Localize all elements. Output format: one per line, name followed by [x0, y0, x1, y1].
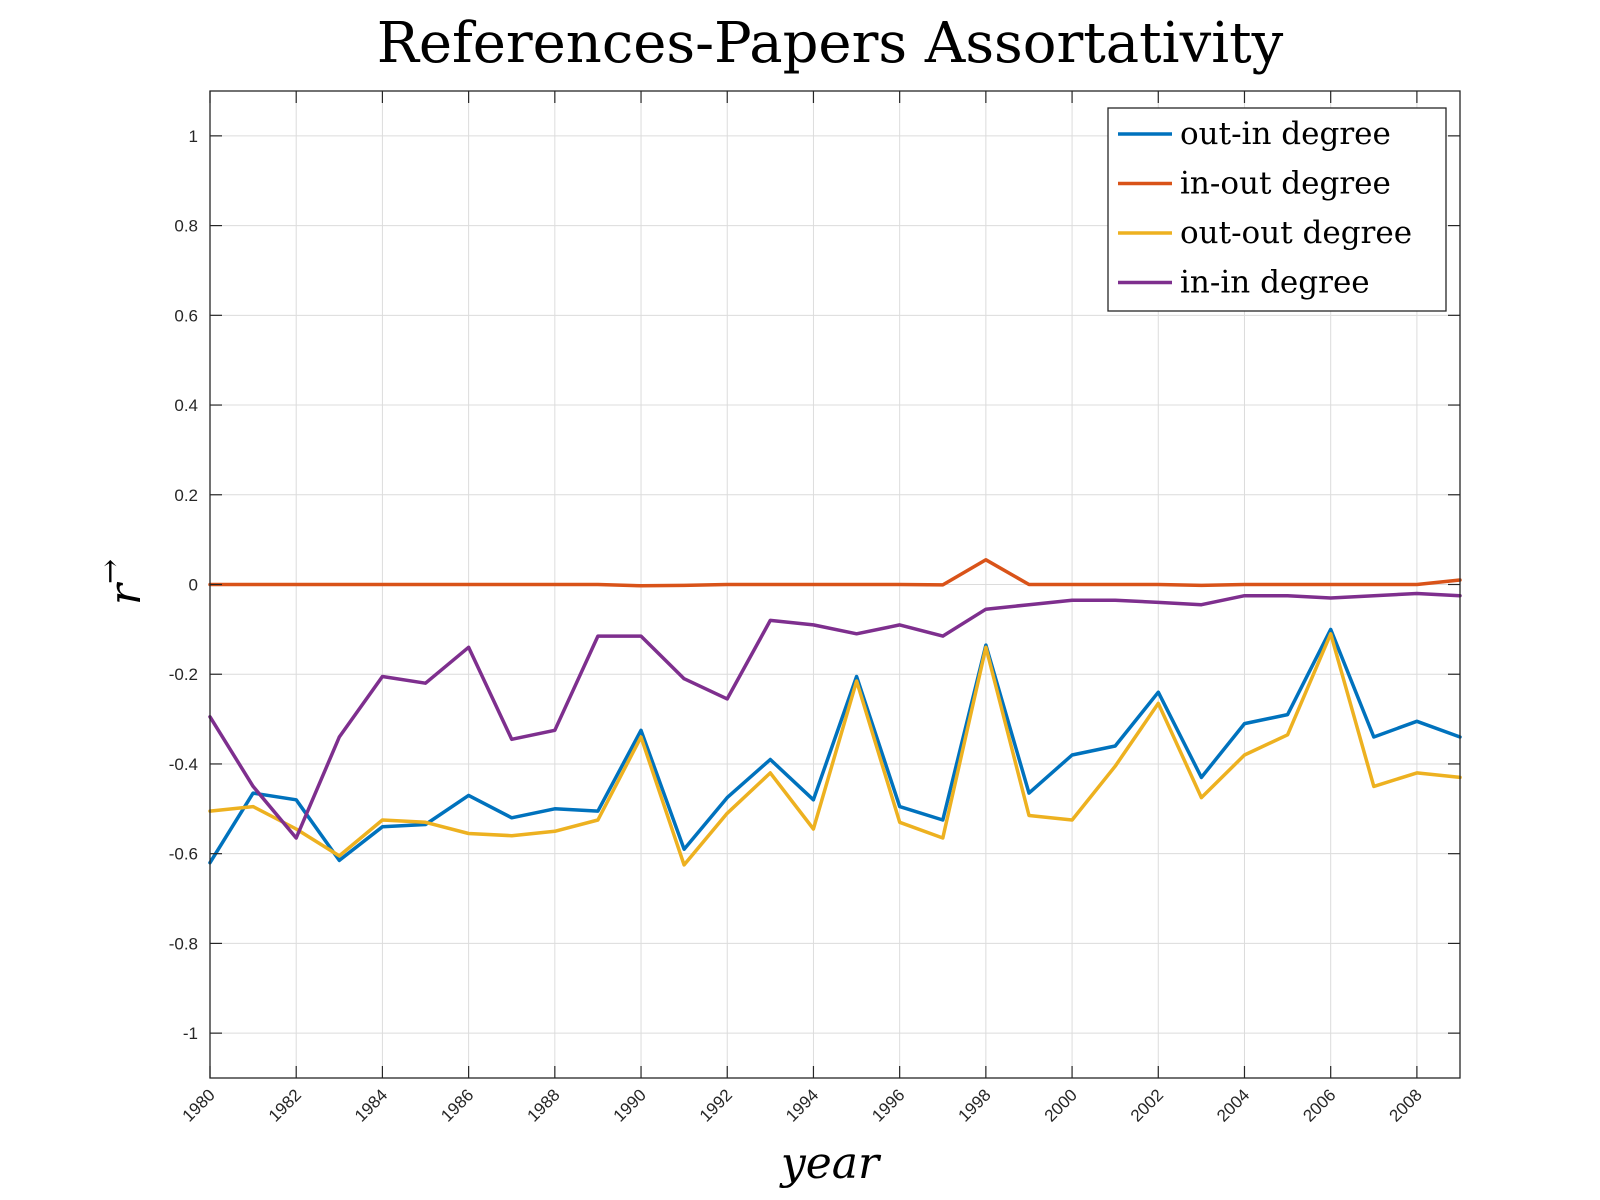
x-tick-label: 1986: [437, 1085, 477, 1125]
legend-entry-label: in-out degree: [1180, 166, 1391, 202]
y-tick-label: -0.4: [169, 755, 198, 774]
y-tick-label: -0.8: [169, 934, 198, 953]
x-tick-label: 1980: [179, 1085, 219, 1125]
x-tick-label: 1996: [868, 1085, 908, 1125]
x-tick-label: 1992: [696, 1085, 736, 1125]
axis-ticks: [209, 91, 1460, 1078]
y-tick-labels: 1 0.8 0.6 0.4 0.2 0 -0.2 -0.4 -0.6 -0.8 -1: [169, 127, 198, 1043]
x-tick-label: 1984: [351, 1085, 391, 1125]
y-tick-label: -1: [183, 1024, 198, 1043]
x-tick-label: 2006: [1299, 1085, 1339, 1125]
series-line-in-in-degree: [208, 591, 1462, 840]
x-tick-label: 1990: [610, 1085, 650, 1125]
series-line-in-out-degree: [208, 558, 1462, 588]
legend-entry-label: in-in degree: [1180, 265, 1370, 301]
y-tick-label: 0.8: [174, 217, 198, 236]
y-tick-label: 0.6: [174, 306, 198, 325]
legend-entry-label: out-in degree: [1180, 116, 1391, 152]
legend-entry-label: out-out degree: [1180, 215, 1412, 251]
x-tick-label: 1988: [523, 1085, 563, 1125]
x-axis-label: year: [779, 1138, 882, 1189]
y-tick-label: 0.2: [174, 486, 198, 505]
y-tick-label: 0: [189, 576, 198, 595]
x-tick-label: 1998: [955, 1085, 995, 1125]
series-line-out-out-degree: [208, 632, 1462, 867]
y-tick-label: 0.4: [174, 396, 198, 415]
y-axis-label-main: r: [100, 581, 151, 605]
x-tick-label: 2008: [1386, 1085, 1426, 1125]
y-tick-label: -0.6: [169, 845, 198, 864]
x-tick-label: 2004: [1213, 1085, 1253, 1125]
y-tick-label: -0.2: [169, 665, 198, 684]
x-tick-label: 1994: [782, 1085, 822, 1125]
y-tick-label: 1: [189, 127, 198, 146]
legend: out-in degree in-out degree out-out degree…: [1107, 107, 1447, 312]
series-line-out-in-degree: [208, 627, 1462, 865]
x-tick-label: 1982: [265, 1085, 305, 1125]
svg-text:r→: r→: [93, 559, 151, 605]
legend-box: [1107, 107, 1447, 312]
series-lines: [208, 558, 1462, 867]
x-tick-label: 2000: [1041, 1085, 1081, 1125]
chart-title: References-Papers Assortativity: [377, 11, 1284, 76]
y-axis-label-superscript: →: [93, 559, 128, 584]
x-tick-label: 2002: [1127, 1085, 1167, 1125]
x-tick-labels: 1980 1982 1984 1986 1988 1990 1992 1994 1996 1998…: [179, 1085, 1426, 1125]
y-axis-label: r→: [93, 559, 151, 605]
